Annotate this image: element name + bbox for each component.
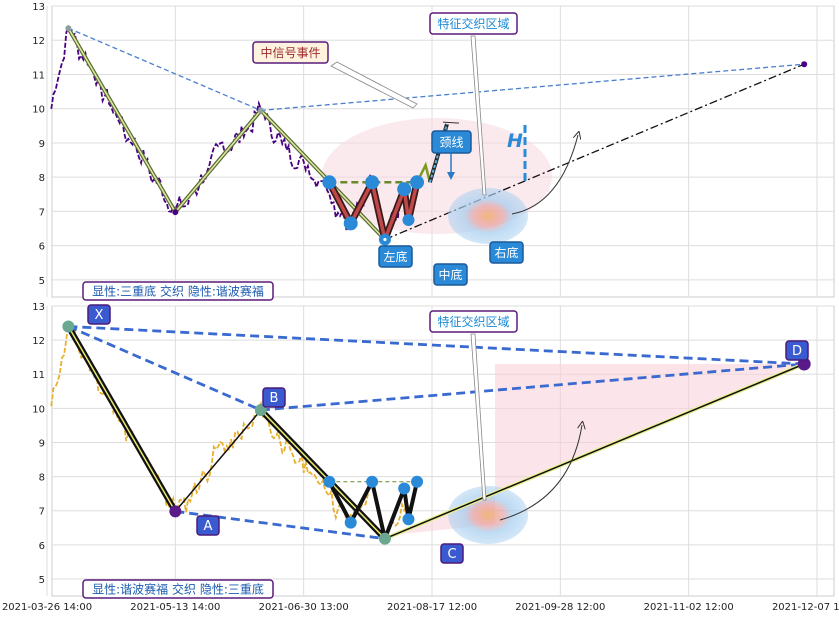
top-ytick-label: 10 [32,105,45,116]
pattern-node [402,213,415,226]
point-x-top [65,25,72,32]
top-ytick-label: 9 [39,139,45,150]
bd-dashed-line [260,63,805,112]
label-d: D [792,344,802,359]
point-x [62,320,75,333]
top-ytick-label: 8 [39,173,45,184]
mid-bottom-label-box [433,263,468,286]
left-bottom-label: 左底 [383,249,407,264]
label-x: X [95,308,104,323]
xtick-label: 2021-11-02 12:00 [644,602,734,613]
top-axes: 5 6 7 8 9 10 11 12 13 [32,2,835,298]
top-ytick-label: 12 [32,36,45,47]
pattern-node [365,175,380,190]
xtick-label: 2021-08-17 12:00 [387,602,477,613]
pattern-node-mid-dot [383,237,387,242]
pattern-node-bottom [323,475,336,488]
top-ytick-label: 11 [32,70,45,81]
neckline-callout: 颈线 [439,135,463,149]
top-caption-box [82,281,274,301]
label-d-box [785,340,809,361]
target-tick [442,121,460,124]
top-ytick-label: 5 [39,276,45,287]
harmonic-leg-ab [174,409,262,512]
zigzag-inner [67,27,386,241]
breakout-arrow [511,135,578,215]
feature-zone-pointer-top [470,35,487,196]
point-b-top [257,107,264,114]
feature-zone-callout-bottom-box [429,310,518,333]
pattern-node-bottom [402,513,415,526]
label-x-box [87,304,111,325]
xb-dashed-line [68,27,262,112]
bot-ytick-label: 8 [39,473,45,484]
xtick-label: 2021-09-28 12:00 [515,602,605,613]
xtick-label: 2021-03-26 14:00 [2,602,92,613]
feature-zone-callout-top: 特征交织区域 [437,16,509,31]
bot-ytick-label: 7 [39,507,45,518]
mid-signal-pointer [330,61,418,109]
mid-signal-callout-box [252,41,329,64]
left-bottom-label-box [378,245,413,268]
right-bottom-label-box [489,241,524,264]
pattern-node-bottom [398,482,411,495]
right-bottom-label: 右底 [494,245,518,260]
harmonic-leg-core-bc [260,409,386,540]
pattern-node [343,216,358,231]
point-a [169,505,182,518]
bot-ytick-label: 13 [32,302,45,313]
mid-signal-callout: 中信号事件 [260,45,320,60]
harmonic-dashed-xb [67,325,262,412]
neckline-pointer-head [447,172,455,180]
bot-ytick-label: 9 [39,438,45,449]
pattern-node-bottom [411,475,424,488]
harmonic-dashed-bd [260,362,805,412]
harmonic-leg-cd [384,363,805,540]
top-ytick-label: 13 [32,2,45,13]
pattern-node-bottom [366,475,379,488]
bot-ytick-label: 11 [32,370,45,381]
bottom-caption: 显性:谐波赛福 交织 隐性:三重底 [92,581,264,596]
bottom-caption-box [82,579,274,599]
pattern-node-bottom [344,516,357,529]
label-a-box [196,515,220,536]
point-c [378,532,391,545]
feature-zone-pointer-bottom [470,333,487,501]
harmonic-dashed-xd [68,325,805,366]
xtick-label: 2021-05-13 14:00 [130,602,220,613]
bot-ytick-label: 10 [32,404,45,415]
mid-bottom-label: 中底 [438,267,462,282]
harmonic-leg-core-xa [67,326,176,512]
h-label: H [507,130,523,152]
label-a: A [204,519,213,534]
xtick-label: 2021-06-30 13:00 [259,602,349,613]
label-c-box [440,543,464,564]
feature-zone-callout-top-box [429,12,518,35]
pattern-node [397,182,412,197]
bot-ytick-label: 6 [39,541,45,552]
feature-zone-blob-top [448,188,528,244]
label-b-box [262,387,286,408]
bot-ytick-label: 5 [39,575,45,586]
point-a-top [172,209,179,216]
top-ytick-label: 7 [39,207,45,218]
point-d-top [801,61,808,68]
feature-zone-callout-bottom: 特征交织区域 [437,314,509,329]
top-ytick-label: 6 [39,242,45,253]
feature-zone-blob-bottom [448,486,528,544]
bot-ytick-label: 12 [32,336,45,347]
xtick-label: 2021-12-07 12:00 [772,602,839,613]
top-caption: 显性:三重底 交织 隐性:谐波赛福 [92,283,264,298]
pattern-node [410,175,425,190]
label-b: B [270,391,279,406]
label-c: C [447,547,456,562]
breakout-arrow-bottom [499,425,582,521]
pattern-node [322,175,337,190]
